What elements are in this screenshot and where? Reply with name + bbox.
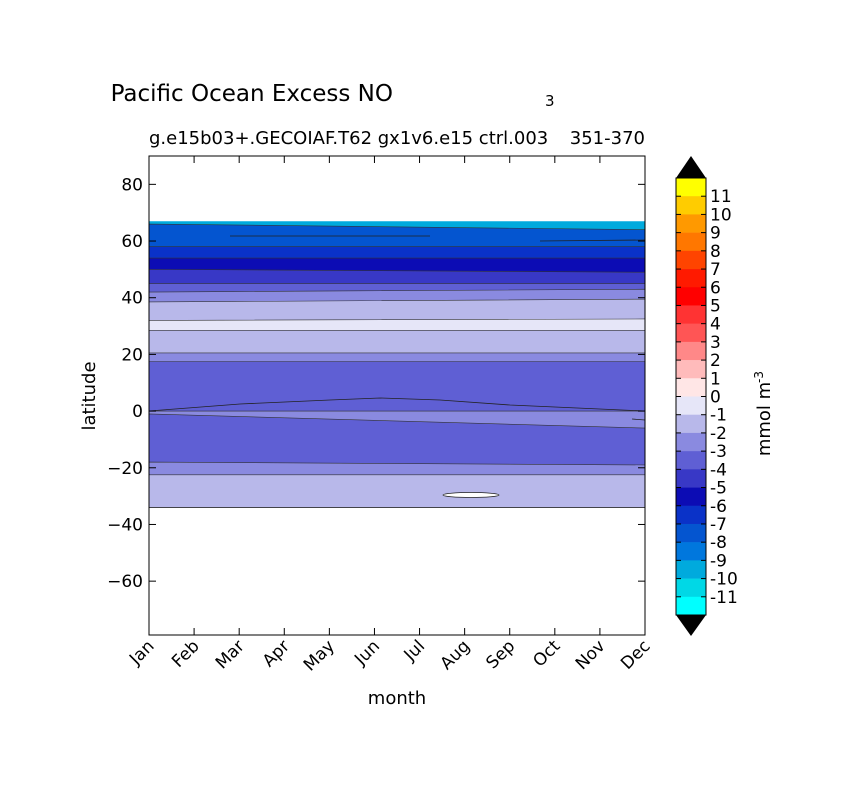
colorbar-tick-label: -5 <box>710 479 727 499</box>
y-tick-label: 60 <box>121 232 143 252</box>
x-tick-label: Jul <box>400 636 429 665</box>
colorbar-tick-label: -10 <box>710 570 738 590</box>
colorbar-level <box>676 396 706 416</box>
colorbar-tick-label: -9 <box>710 551 727 571</box>
x-tick-label: Aug <box>437 636 475 674</box>
x-tick-label: Mar <box>212 636 249 673</box>
colorbar-tick-label: 5 <box>710 296 721 316</box>
colorbar-tick-label: 10 <box>710 205 732 225</box>
colorbar-extend-top <box>676 156 706 178</box>
colorbar-tick-label: -11 <box>710 588 738 608</box>
colorbar-level <box>676 505 706 525</box>
x-tick-label: Oct <box>529 636 564 671</box>
colorbar-tick-label: 1 <box>710 369 721 389</box>
colorbar-level <box>676 178 706 197</box>
y-tick-label: 80 <box>121 175 143 195</box>
colorbar-tick-label: 9 <box>710 224 721 244</box>
colorbar-tick-label: 11 <box>710 187 732 207</box>
colorbar-tick-label: 0 <box>710 388 721 408</box>
chart-subtitle: g.e15b03+.GECOIAF.T62 gx1v6.e15 ctrl.003 <box>149 128 548 149</box>
colorbar-level <box>676 596 706 616</box>
colorbar-tick-label: -4 <box>710 460 727 480</box>
x-tick-label: Sep <box>482 636 519 673</box>
colorbar-level <box>676 214 706 233</box>
contour-line <box>149 397 645 412</box>
colorbar-level <box>676 269 706 288</box>
y-tick-label: 0 <box>132 402 143 422</box>
colorbar-level <box>676 196 706 215</box>
chart-title-subscript: 3 <box>545 92 555 110</box>
colorbar-extend-bottom <box>676 615 706 636</box>
y-axis: 80 60 40 20 0 −20 −40 −60 <box>107 175 645 592</box>
colorbar-label: mmol m -3 <box>752 371 775 456</box>
colorbar-tick-label: -2 <box>710 424 727 444</box>
x-axis-label: month <box>368 688 426 709</box>
colorbar-level <box>676 469 706 488</box>
colorbar-level <box>676 232 706 252</box>
plot-area <box>148 155 646 636</box>
colorbar-level <box>676 542 706 561</box>
x-tick-label: May <box>300 636 339 675</box>
x-tick-label: Jan <box>125 636 158 669</box>
colorbar-level <box>676 578 706 598</box>
colorbar-level <box>676 250 706 270</box>
colorbar-tick-label: 7 <box>710 260 721 280</box>
contour-line <box>631 418 645 421</box>
colorbar-level <box>676 341 706 361</box>
contour-line <box>539 239 645 242</box>
chart-subtitle-right: 351-370 <box>570 128 645 149</box>
colorbar-level <box>676 378 706 397</box>
colorbar-tick-label: 3 <box>710 333 721 353</box>
colorbar-level <box>676 487 706 507</box>
colorbar-level <box>676 305 706 324</box>
x-tick-label: Jun <box>350 636 384 670</box>
x-tick-label: Apr <box>259 636 294 671</box>
colorbar-label-text: mmol m <box>754 382 775 456</box>
colorbar-level <box>676 451 706 470</box>
colorbar-tick-label: 4 <box>710 315 721 335</box>
colorbar-tick-label: -6 <box>710 497 727 517</box>
y-tick-label: −20 <box>107 459 143 479</box>
contour-closed-region <box>442 492 500 498</box>
x-tick-label: Nov <box>572 636 610 674</box>
plot-frame <box>148 155 646 636</box>
colorbar-tick-label: -8 <box>710 533 727 553</box>
colorbar-level <box>676 560 706 579</box>
colorbar-tick-label: -3 <box>710 442 727 462</box>
y-tick-label: −60 <box>107 572 143 592</box>
colorbar-level <box>676 414 706 434</box>
colorbar-tick-label: -7 <box>710 515 727 535</box>
colorbar-tick-label: 6 <box>710 278 721 298</box>
colorbar-level <box>676 323 706 343</box>
y-axis-label: latitude <box>79 361 100 430</box>
colorbar-tick-label: -1 <box>710 406 727 426</box>
y-tick-label: 20 <box>121 345 143 365</box>
colorbar-level <box>676 523 706 543</box>
colorbar-level <box>676 432 706 452</box>
colorbar-level <box>676 360 706 379</box>
colorbar-tick-label: 8 <box>710 242 721 262</box>
chart-title: Pacific Ocean Excess NO <box>111 81 393 107</box>
x-tick-label: Feb <box>168 636 203 671</box>
contour-band <box>149 474 645 508</box>
colorbar-tick-label: 2 <box>710 351 721 371</box>
y-tick-label: 40 <box>121 289 143 309</box>
x-tick-label: Dec <box>617 636 654 673</box>
colorbar-level <box>676 287 706 306</box>
colorbar-label-exponent: -3 <box>752 371 766 383</box>
y-tick-label: −40 <box>107 515 143 535</box>
